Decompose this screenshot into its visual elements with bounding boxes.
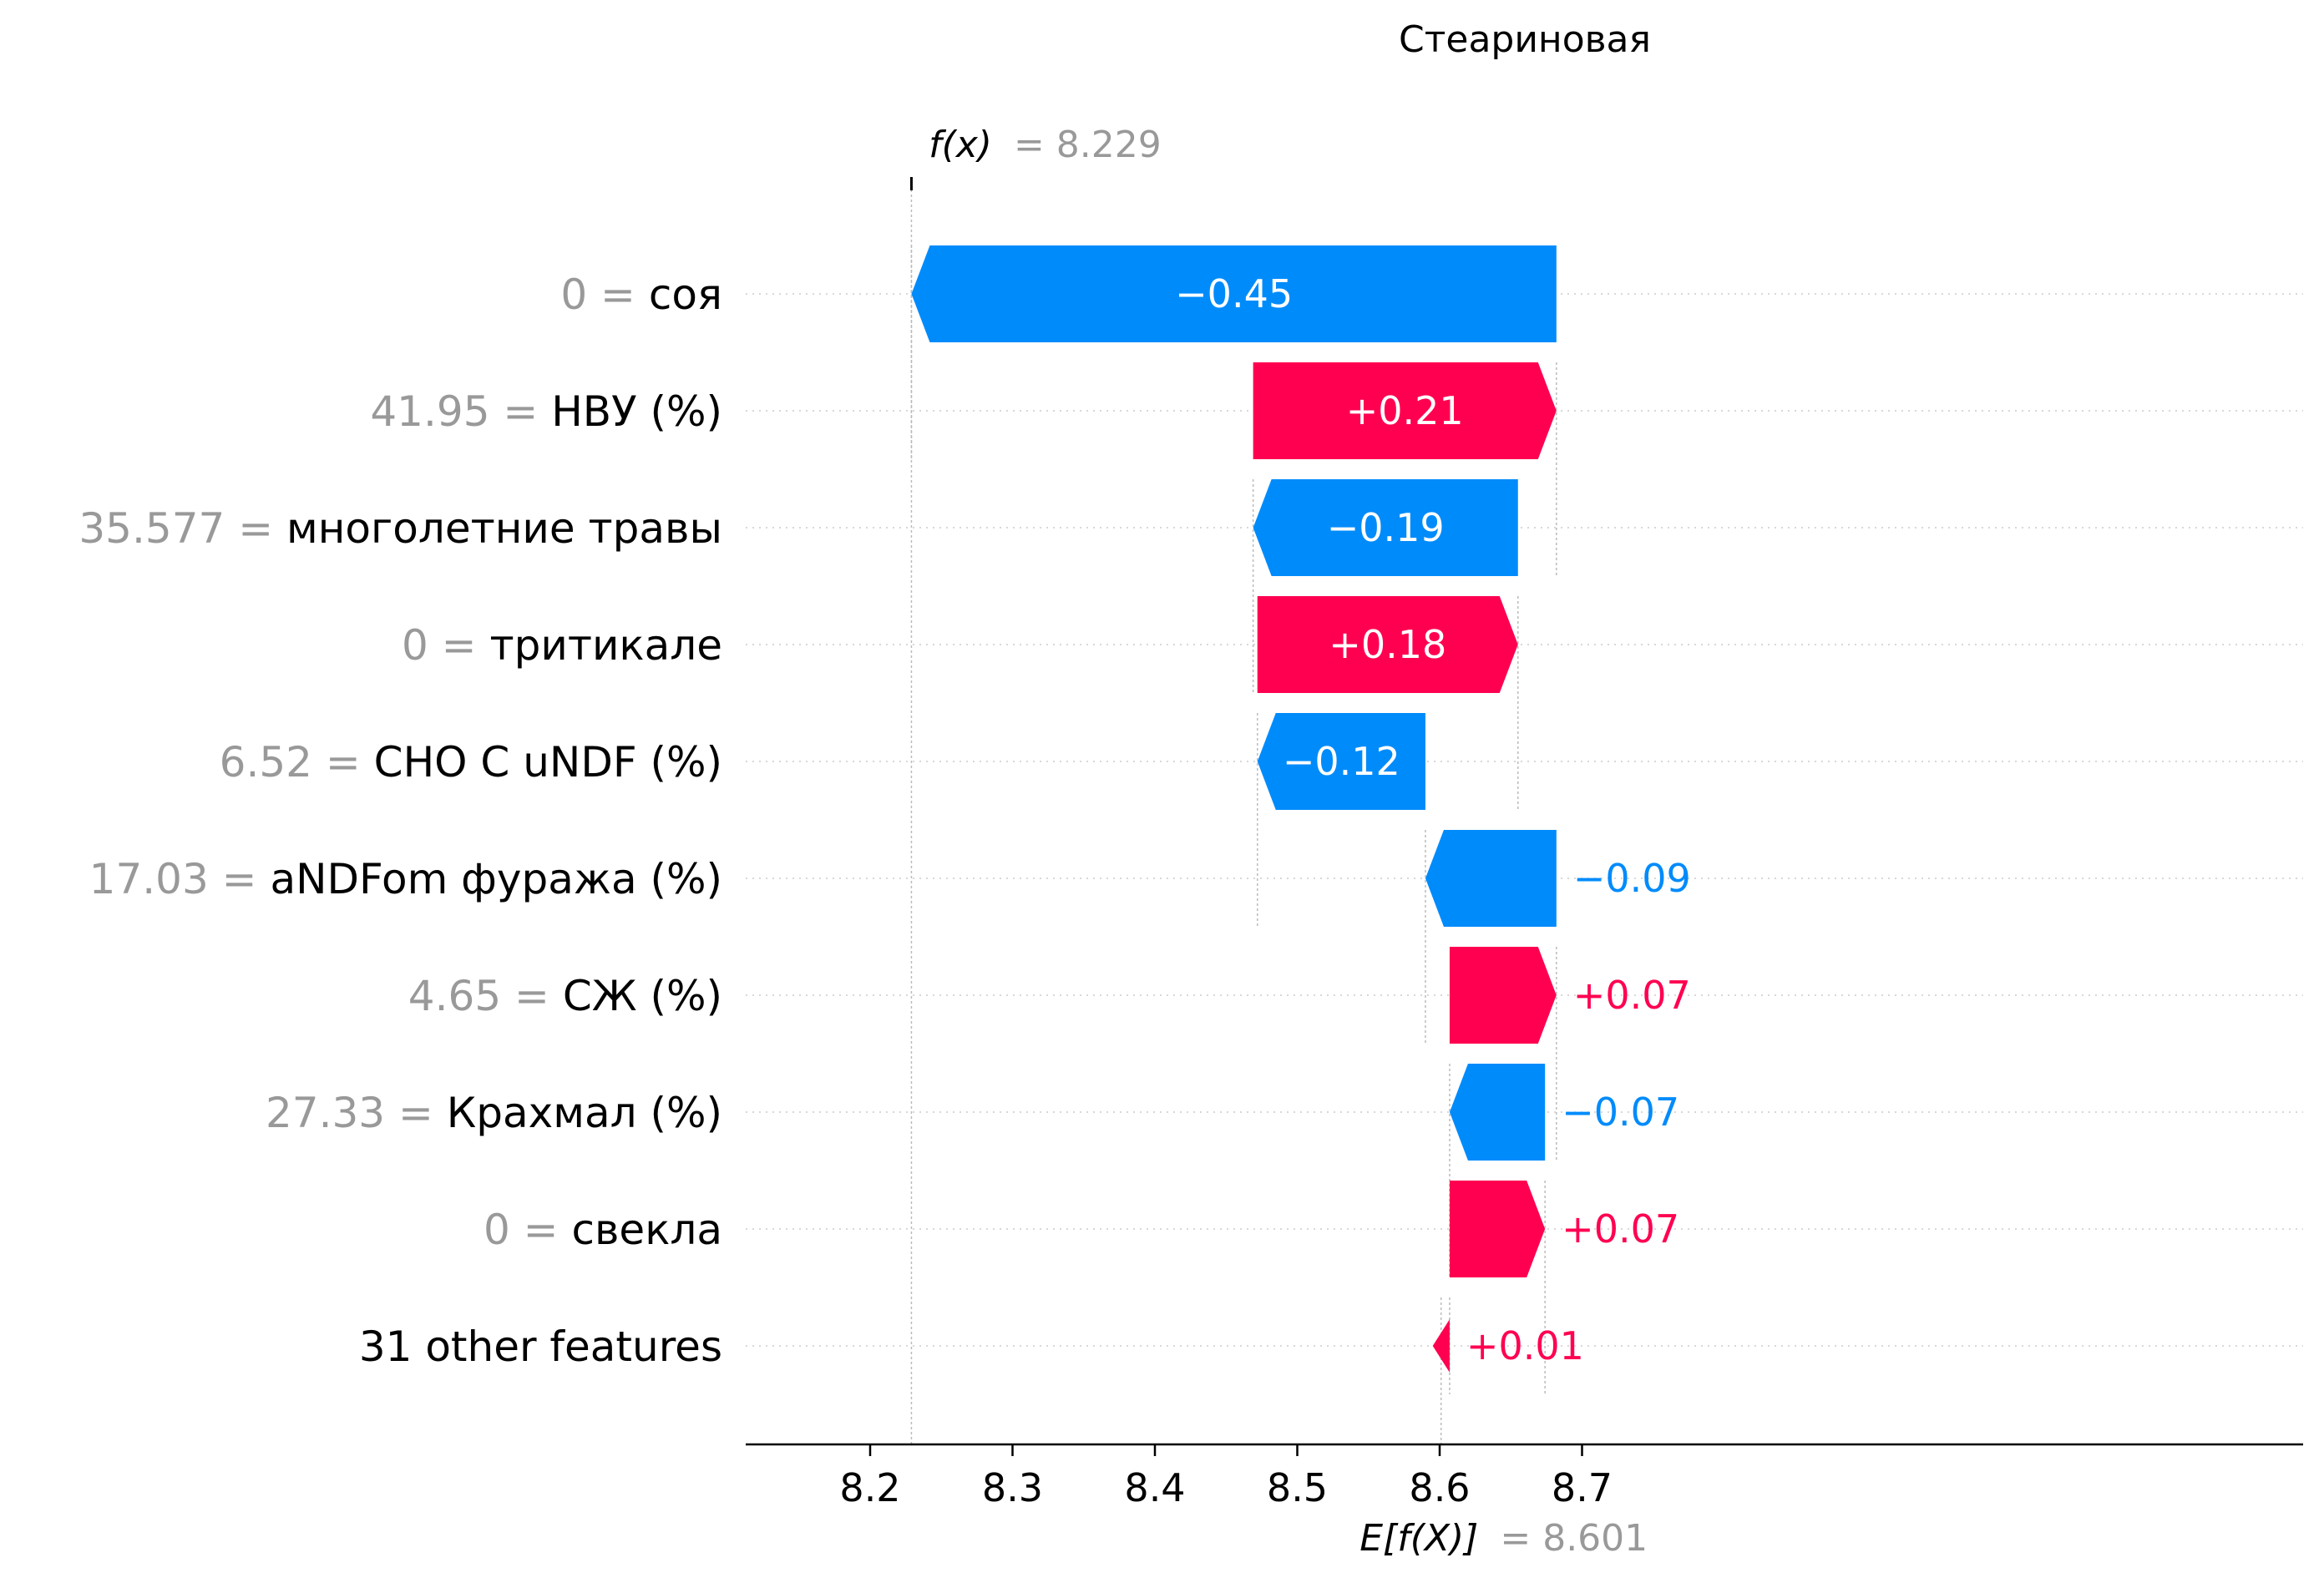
bar-value-label: +0.07 <box>1562 1206 1679 1252</box>
feature-labels: 0 = соя 41.95 = НВУ (%) 35.577 = многолетн… <box>78 271 722 1371</box>
feature-value: 41.95 = <box>370 387 551 436</box>
feature-value: 4.65 = <box>408 972 563 1020</box>
feature-value: 6.52 = <box>220 738 374 786</box>
feature-name: НВУ (%) <box>551 387 722 436</box>
feature-label: 0 = тритикале <box>402 621 722 670</box>
bar-value-label: −0.09 <box>1573 856 1691 901</box>
chart-title: Стеариновая <box>1399 18 1651 61</box>
efx-annotation: E[f(X)] = 8.601 <box>1359 1517 1648 1560</box>
feature-label: 4.65 = СЖ (%) <box>408 972 722 1020</box>
shap-bar <box>1257 596 1518 693</box>
feature-label: 0 = соя <box>560 271 722 319</box>
feature-label: 27.33 = Крахмал (%) <box>266 1089 722 1137</box>
shap-bar <box>1253 479 1518 576</box>
bar-value-label: −0.12 <box>1283 739 1400 784</box>
feature-name: aNDFom фуража (%) <box>270 855 722 903</box>
shap-bar <box>1257 713 1425 810</box>
bar-value-label: +0.07 <box>1573 973 1691 1018</box>
feature-value: 0 = <box>484 1206 572 1254</box>
efx-annotation-text: E[f(X)] = 8.601 <box>1359 1517 1648 1560</box>
feature-value: 0 = <box>402 621 490 670</box>
feature-name: соя <box>649 271 722 319</box>
feature-value: 35.577 = <box>78 504 286 553</box>
fx-value: = 8.229 <box>1014 124 1162 166</box>
fx-annotation: f(x) = 8.229 <box>909 124 1162 190</box>
feature-name: тритикале <box>489 621 722 670</box>
feature-name: СЖ (%) <box>563 972 722 1020</box>
x-tick-label: 8.5 <box>1267 1465 1328 1510</box>
bar-value-label: −0.07 <box>1562 1090 1679 1135</box>
x-tick-label: 8.3 <box>982 1465 1043 1510</box>
bar-labels: −0.45 +0.21 −0.19 +0.18 −0.12 −0.09 +0.07 −0.07… <box>1175 271 1691 1368</box>
feature-value: 0 = <box>560 271 649 319</box>
feature-label: 31 other features <box>359 1323 722 1371</box>
shap-bar <box>1432 1319 1450 1373</box>
feature-label: 35.577 = многолетние травы <box>78 504 722 553</box>
connector-lines <box>910 245 1557 1394</box>
x-tick-label: 8.4 <box>1124 1465 1185 1510</box>
bar-value-label: +0.01 <box>1466 1323 1584 1368</box>
x-tick-label: 8.6 <box>1409 1465 1470 1510</box>
fx-annotation-text: f(x) = 8.229 <box>929 124 1162 166</box>
shap-bar <box>1449 947 1557 1044</box>
feature-label: 0 = свекла <box>484 1206 722 1254</box>
bar-value-label: −0.19 <box>1327 505 1445 550</box>
feature-value: 27.33 = <box>266 1089 447 1137</box>
bar-value-label: +0.21 <box>1346 388 1464 433</box>
feature-name: Крахмал (%) <box>447 1089 722 1137</box>
shap-bar <box>1449 1181 1546 1277</box>
feature-name: 31 other features <box>359 1323 722 1371</box>
feature-label: 41.95 = НВУ (%) <box>370 387 722 436</box>
bars <box>911 245 1557 1373</box>
feature-name: многолетние травы <box>286 504 722 553</box>
x-tick-label: 8.7 <box>1552 1465 1613 1510</box>
reference-lines <box>910 180 1442 1444</box>
shap-bar <box>911 245 1557 342</box>
efx-value: = 8.601 <box>1500 1517 1648 1560</box>
bar-value-label: +0.18 <box>1329 622 1446 667</box>
x-tick-label: 8.2 <box>839 1465 900 1510</box>
x-axis-ticks: 8.2 8.3 8.4 8.5 8.6 8.7 <box>839 1444 1613 1510</box>
feature-value: 17.03 = <box>89 855 271 903</box>
bar-value-label: −0.45 <box>1175 271 1293 316</box>
shap-bar <box>1425 830 1557 927</box>
efx-label: E[f(X)] <box>1359 1517 1478 1560</box>
feature-label: 6.52 = СНО С uNDF (%) <box>220 738 722 786</box>
feature-label: 17.03 = aNDFom фуража (%) <box>89 855 722 903</box>
shap-bar <box>1253 362 1557 459</box>
feature-name: свекла <box>571 1206 722 1254</box>
fx-label: f(x) <box>929 124 992 166</box>
shap-bar <box>1449 1064 1546 1161</box>
feature-name: СНО С uNDF (%) <box>374 738 722 786</box>
